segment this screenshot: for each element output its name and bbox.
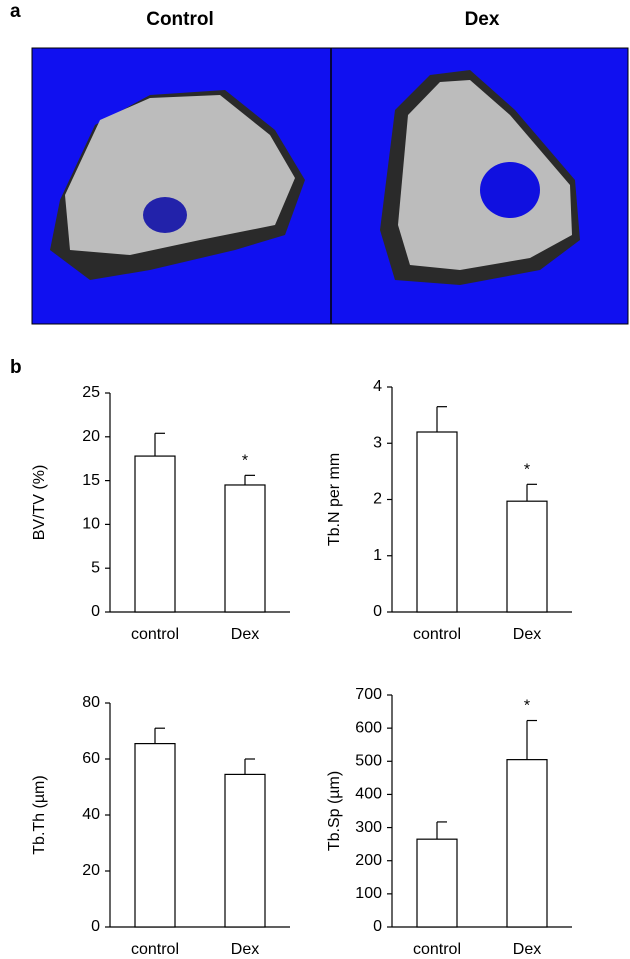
bar xyxy=(416,838,458,928)
y-tick-label: 40 xyxy=(82,806,100,823)
y-tick-label: 0 xyxy=(373,918,382,935)
micro-ct-images xyxy=(31,47,629,325)
y-axis-label: BV/TV (%) xyxy=(31,465,48,541)
panel-label: b xyxy=(10,357,22,378)
x-tick-label: Dex xyxy=(231,941,259,958)
y-tick-label: 0 xyxy=(91,918,100,935)
x-tick-label: Dex xyxy=(513,626,541,643)
y-tick-label: 1 xyxy=(373,547,382,564)
bone xyxy=(65,95,295,255)
y-tick-label: 100 xyxy=(355,885,382,902)
y-tick-label: 25 xyxy=(82,384,100,401)
y-tick-label: 4 xyxy=(373,378,382,395)
bar xyxy=(134,742,176,928)
panel-label: a xyxy=(10,1,21,22)
y-tick-label: 0 xyxy=(373,603,382,620)
y-tick-label: 60 xyxy=(82,750,100,767)
significance-mark: * xyxy=(242,453,248,470)
y-tick-label: 0 xyxy=(91,603,100,620)
y-tick-label: 10 xyxy=(82,516,100,533)
y-tick-label: 3 xyxy=(373,434,382,451)
bone-cavity xyxy=(143,197,187,233)
y-tick-label: 600 xyxy=(355,719,382,736)
image-title: Dex xyxy=(465,9,500,30)
bar xyxy=(416,431,458,613)
bar xyxy=(506,759,548,928)
y-axis-label: Tb.Th (µm) xyxy=(31,775,48,854)
bar xyxy=(134,455,176,613)
y-axis-label: Tb.Sp (µm) xyxy=(326,771,343,851)
x-tick-label: Dex xyxy=(231,626,259,643)
significance-mark: * xyxy=(524,462,530,479)
y-tick-label: 20 xyxy=(82,862,100,879)
bar xyxy=(506,500,548,613)
y-tick-label: 2 xyxy=(373,491,382,508)
y-tick-label: 500 xyxy=(355,753,382,770)
y-axis-label: Tb.N per mm xyxy=(326,453,343,546)
x-tick-label: Dex xyxy=(513,941,541,958)
bone-cavity xyxy=(480,162,540,218)
bar xyxy=(224,484,266,613)
y-tick-label: 400 xyxy=(355,786,382,803)
x-tick-label: control xyxy=(413,941,461,958)
x-tick-label: control xyxy=(131,626,179,643)
image-title: Control xyxy=(146,9,214,30)
y-tick-label: 80 xyxy=(82,694,100,711)
x-tick-label: control xyxy=(413,626,461,643)
y-tick-label: 5 xyxy=(91,559,100,576)
y-tick-label: 300 xyxy=(355,819,382,836)
significance-mark: * xyxy=(524,698,530,715)
y-tick-label: 200 xyxy=(355,852,382,869)
y-tick-label: 20 xyxy=(82,428,100,445)
bar xyxy=(224,773,266,928)
y-tick-label: 15 xyxy=(82,472,100,489)
x-tick-label: control xyxy=(131,941,179,958)
y-tick-label: 700 xyxy=(355,686,382,703)
